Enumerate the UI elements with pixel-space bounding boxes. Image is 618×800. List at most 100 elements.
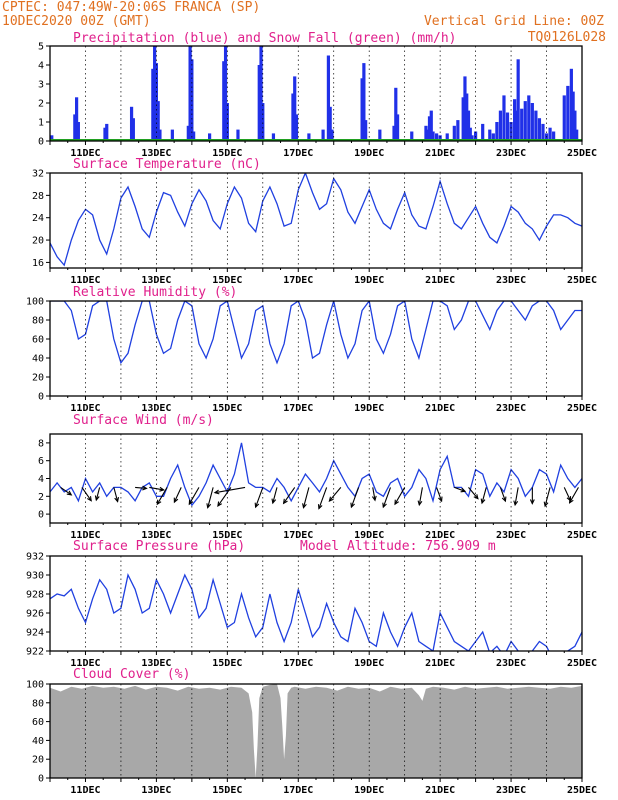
x-tick-label: 19DEC — [354, 530, 384, 541]
precip-bar — [261, 103, 265, 141]
precip-bar — [259, 46, 263, 141]
precip-frame — [49, 45, 583, 142]
cloud-data — [50, 684, 582, 778]
run-date: 10DEC2020 00Z (GMT) — [2, 14, 151, 29]
wind-arrow — [499, 487, 507, 503]
wind-arrow-head — [543, 501, 549, 508]
x-tick-label: 15DEC — [212, 785, 242, 796]
y-tick-label: 40 — [32, 736, 44, 747]
wind-arrow-shaft — [135, 486, 147, 489]
pressure-data — [50, 573, 582, 651]
y-tick-label: 928 — [26, 590, 44, 601]
precip-bar — [170, 129, 174, 141]
precip-bar — [395, 114, 400, 141]
wind-frame — [49, 433, 583, 524]
wind-arrow-shaft — [95, 487, 101, 501]
precip-bar — [530, 103, 534, 141]
precip-bar — [328, 106, 332, 141]
wind-arrow — [81, 487, 92, 502]
y-tick-label: 930 — [26, 571, 44, 582]
precip-bar — [534, 110, 538, 141]
wind-arrow-head — [417, 500, 423, 507]
x-tick-label: 17DEC — [283, 148, 313, 159]
x-tick-label: 19DEC — [354, 148, 384, 159]
x-tick-label: 13DEC — [141, 148, 171, 159]
wind-arrow-head — [317, 504, 323, 510]
rh-line — [50, 301, 582, 365]
precip-bar — [410, 131, 414, 141]
wind-arrow — [529, 487, 535, 505]
precip-bar — [434, 133, 439, 141]
wind-arrow — [135, 485, 148, 491]
temp-data — [50, 173, 582, 267]
x-tick-label: 19DEC — [354, 658, 384, 669]
wind-arrow-head — [217, 501, 223, 507]
precip-bar — [156, 101, 160, 141]
precip-bar — [50, 135, 54, 141]
x-tick-label: 11DEC — [70, 403, 100, 414]
y-tick-label: 80 — [32, 698, 44, 709]
wind-arrow-shaft — [569, 487, 579, 504]
x-tick-label: 11DEC — [70, 275, 100, 286]
y-tick-label: 24 — [32, 213, 44, 224]
wind-arrow-shaft — [328, 487, 342, 502]
precip-bar — [153, 46, 157, 141]
precip-bar — [291, 93, 295, 141]
y-tick-label: 5 — [38, 42, 44, 53]
precip-bar — [188, 46, 192, 141]
precip-bar — [364, 120, 368, 141]
pressure-title: Surface Pressure (hPa) — [73, 539, 245, 554]
wind-arrow-shaft — [207, 487, 214, 508]
y-tick-label: 926 — [26, 609, 44, 620]
precip-bar — [222, 61, 226, 141]
precip-bar — [527, 95, 531, 141]
wind-arrow-head — [254, 502, 260, 509]
wind-arrow-shaft — [481, 487, 487, 504]
wind-arrow-head — [568, 498, 574, 504]
wind-arrow — [94, 487, 101, 502]
precip-bar — [75, 97, 79, 141]
precip-bar — [73, 114, 77, 141]
precip-bar — [394, 87, 398, 141]
model-code: TQ0126L028 — [528, 30, 606, 45]
wind-arrow-head — [328, 496, 334, 502]
precip-bar — [208, 133, 212, 141]
wind-arrow — [543, 487, 551, 508]
y-tick-label: 0 — [38, 774, 44, 785]
y-tick-label: 0 — [38, 392, 44, 403]
precip-bar — [470, 135, 474, 141]
x-tick-label: 17DEC — [283, 275, 313, 286]
precip-bar — [552, 131, 556, 141]
wind-arrow — [156, 487, 168, 506]
x-tick-label: 13DEC — [141, 275, 171, 286]
precip-bar — [131, 118, 135, 141]
wind-arrow — [371, 487, 377, 502]
wind-arrow-shaft — [283, 487, 296, 504]
wind-arrow-shaft — [173, 487, 182, 503]
wind-arrow-head — [473, 494, 479, 500]
x-tick-label: 11DEC — [70, 530, 100, 541]
y-tick-label: 60 — [32, 717, 44, 728]
wind-arrow-shaft — [60, 486, 72, 496]
temp-title: Surface Temperature (nC) — [73, 157, 261, 172]
wind-arrow-shaft — [454, 486, 466, 492]
y-tick-label: 40 — [32, 354, 44, 365]
y-tick-label: 8 — [38, 438, 44, 449]
wind-arrow — [350, 487, 360, 509]
wind-title: Surface Wind (m/s) — [73, 413, 214, 428]
x-tick-label: 11DEC — [70, 658, 100, 669]
precip-bar — [505, 112, 510, 141]
wind-arrow — [513, 487, 519, 507]
y-tick-label: 80 — [32, 316, 44, 327]
precip-bar — [569, 68, 573, 141]
x-tick-label: 11DEC — [70, 148, 100, 159]
wind-arrow-head — [87, 496, 92, 502]
wind-arrow-head — [94, 495, 100, 502]
x-tick-label: 15DEC — [212, 658, 242, 669]
y-tick-label: 100 — [26, 680, 44, 691]
precip-bar — [424, 125, 428, 141]
precip-bar — [129, 106, 134, 141]
wind-arrow-head — [350, 502, 355, 509]
y-tick-label: 20 — [32, 236, 44, 247]
